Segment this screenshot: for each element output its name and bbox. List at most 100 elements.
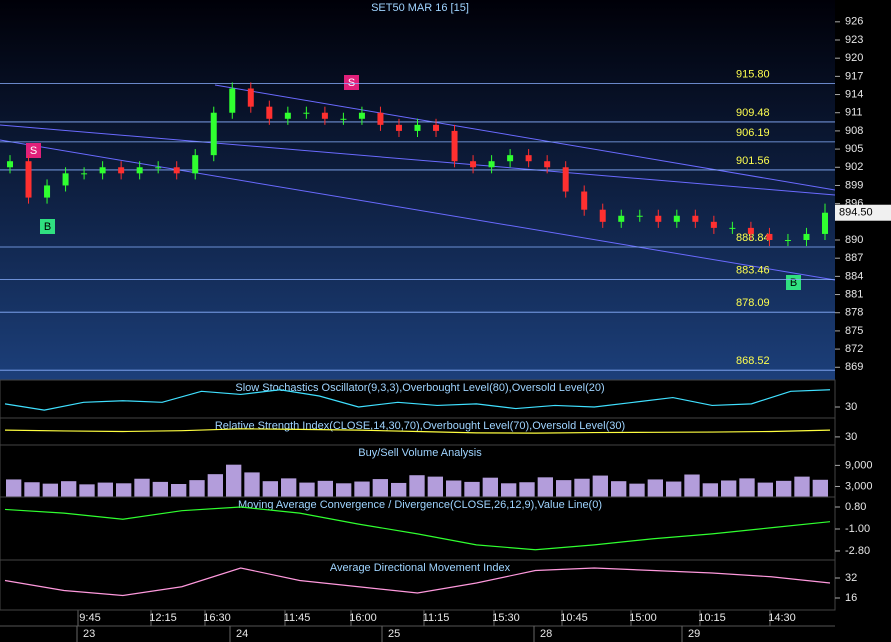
volume-bar <box>574 478 590 497</box>
volume-bar <box>336 483 352 497</box>
y-tick-label: 926 <box>845 16 863 28</box>
volume-bar <box>372 479 388 497</box>
y-tick-label: 878 <box>845 307 863 319</box>
indicator-panel <box>0 496 836 561</box>
volume-bar <box>592 475 608 497</box>
time-label: 14:30 <box>768 612 796 624</box>
volume-bar <box>721 480 737 497</box>
volume-bar <box>427 476 443 497</box>
volume-bar <box>629 483 645 497</box>
volume-bar <box>354 481 370 497</box>
time-label: 16:00 <box>349 612 377 624</box>
y-tick-label: 0.80 <box>845 501 866 513</box>
candle-body <box>747 227 754 234</box>
candle-body <box>673 215 680 222</box>
candle-body <box>581 191 588 210</box>
candle-body <box>766 233 773 240</box>
y-tick-label: 869 <box>845 361 863 373</box>
volume-bar <box>501 483 517 497</box>
y-tick-label: 9,000 <box>845 459 873 471</box>
candle-body <box>729 227 736 229</box>
level-label: 878.09 <box>736 297 770 309</box>
time-label: 11:45 <box>284 612 311 624</box>
volume-bar <box>281 478 297 497</box>
volume-bar <box>611 481 627 497</box>
time-label: 10:45 <box>560 612 588 624</box>
time-label: 11:15 <box>423 612 450 624</box>
y-tick-label: 905 <box>845 143 863 155</box>
candle-body <box>433 124 440 131</box>
candle-body <box>155 167 162 169</box>
y-tick-label: 902 <box>845 161 863 173</box>
y-tick-label: 30 <box>845 431 857 443</box>
volume-bar <box>6 479 22 497</box>
candle-body <box>395 124 402 131</box>
volume-bar <box>207 474 223 497</box>
volume-bar <box>317 480 333 497</box>
candle-body <box>507 155 514 162</box>
indicator-line <box>4 567 831 597</box>
indicator-line <box>4 506 831 551</box>
y-tick-label: 881 <box>845 288 863 300</box>
candle-body <box>25 161 32 198</box>
y-tick-label: 917 <box>845 70 863 82</box>
y-tick-label: 32 <box>845 572 857 584</box>
price-panel <box>0 0 835 380</box>
indicator-panel <box>0 559 836 611</box>
candle-body <box>266 106 273 119</box>
y-tick-label: 911 <box>845 107 863 119</box>
candle-body <box>488 161 495 168</box>
volume-bar <box>152 481 168 497</box>
volume-bar <box>647 479 663 497</box>
candle-body <box>451 130 458 162</box>
candle-body <box>81 173 88 175</box>
date-label: 23 <box>83 628 95 640</box>
indicator-line <box>4 389 831 411</box>
candle-body <box>692 215 699 222</box>
volume-bar <box>482 477 498 497</box>
volume-bar <box>409 475 425 497</box>
volume-bar <box>116 483 132 497</box>
time-label: 9:45 <box>79 612 100 624</box>
y-tick-label: 872 <box>845 343 863 355</box>
time-label: 15:30 <box>492 612 520 624</box>
volume-bar <box>171 484 187 497</box>
signal-badge <box>786 275 801 290</box>
signal: B <box>790 277 797 289</box>
candle-body <box>340 118 347 120</box>
panel-title: Buy/Sell Volume Analysis <box>358 447 482 459</box>
volume-bar <box>794 476 810 497</box>
candle-body <box>62 173 69 186</box>
volume-bar <box>446 480 462 497</box>
candle-body <box>377 112 384 125</box>
volume-bar <box>684 474 700 497</box>
panel-title: Slow Stochastics Oscillator(9,3,3),Overb… <box>235 382 604 394</box>
volume-bar <box>666 481 682 497</box>
volume-bar <box>812 479 828 497</box>
y-tick-label: 875 <box>845 325 863 337</box>
y-tick-label: 30 <box>845 401 857 413</box>
signal-badge <box>344 75 359 90</box>
volume-bar <box>226 464 242 497</box>
candle-body <box>784 240 791 241</box>
signal: B <box>44 221 51 233</box>
signal: S <box>348 77 355 89</box>
candle-body <box>284 112 291 119</box>
y-tick-label: 899 <box>845 179 863 191</box>
candle-body <box>803 233 810 240</box>
volume-bar <box>61 481 77 497</box>
indicator-panel <box>0 379 836 419</box>
candle-body <box>618 215 625 222</box>
y-tick-label: 887 <box>845 252 863 264</box>
date-label: 24 <box>236 628 248 640</box>
candle-body <box>525 155 532 162</box>
volume-bar <box>537 477 553 497</box>
chart-title: SET50 MAR 16 [15] <box>371 2 469 14</box>
volume-bar <box>97 482 113 497</box>
candle-body <box>822 212 828 234</box>
y-tick-label: 914 <box>845 88 863 100</box>
candle-body <box>470 161 477 168</box>
candle-body <box>655 215 662 222</box>
y-tick-label: 3,000 <box>845 480 873 492</box>
volume-bar <box>24 482 40 497</box>
